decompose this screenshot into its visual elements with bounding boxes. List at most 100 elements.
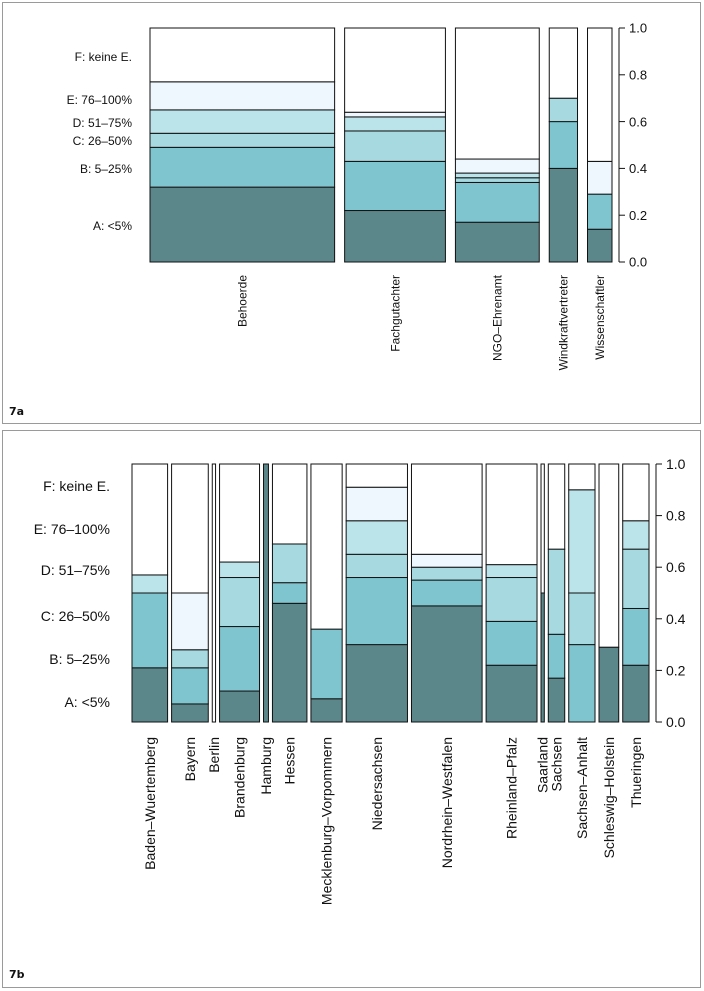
column-behoerde bbox=[149, 27, 336, 263]
y-tick-label: 1.0 bbox=[666, 456, 686, 472]
level-label-c: C: 26–50% bbox=[73, 134, 133, 148]
column-mecklenburg-vorpommern bbox=[310, 463, 343, 723]
segment-thueringen-c bbox=[622, 548, 650, 609]
column-sachsen bbox=[547, 463, 566, 723]
category-label-saarland: Saarland bbox=[535, 737, 551, 793]
segment-niedersachsen-b bbox=[345, 577, 408, 646]
segment-fachgutachter-d bbox=[344, 116, 446, 132]
segment-hessen-c bbox=[271, 543, 308, 584]
category-label-thueringen: Thueringen bbox=[628, 737, 644, 808]
segment-baden-wuertemberg-d bbox=[131, 574, 169, 594]
y-tick-label: 0.6 bbox=[666, 559, 686, 575]
segment-sachsen-c bbox=[547, 548, 566, 635]
category-label-mecklenburg-vorpommern: Mecklenburg–Vorpommern bbox=[319, 737, 335, 905]
category-label-bayern: Bayern bbox=[182, 737, 198, 781]
column-baden-wuertemberg bbox=[131, 463, 169, 723]
segment-sachsen-anhalt-f bbox=[568, 463, 596, 491]
segment-behoerde-e bbox=[149, 81, 336, 111]
figure-label-7a: 7a bbox=[9, 405, 25, 418]
segment-behoerde-b bbox=[149, 146, 336, 188]
column-saarland bbox=[540, 463, 545, 723]
category-label-hessen: Hessen bbox=[282, 737, 298, 784]
segment-baden-wuertemberg-a bbox=[131, 667, 169, 723]
level-label-b: B: 5–25% bbox=[80, 162, 132, 176]
segment-rheinland-pfalz-a bbox=[485, 664, 538, 723]
column-schleswig-holstein bbox=[598, 463, 620, 723]
segment-niedersachsen-f bbox=[345, 463, 408, 488]
segment-nordrhein-westfalen-a bbox=[410, 605, 483, 723]
level-label-f: F: keine E. bbox=[43, 478, 110, 494]
category-label-baden-wuertemberg: Baden–Wuertemberg bbox=[142, 737, 158, 870]
segment-windkraftvertreter-c bbox=[548, 97, 579, 123]
segment-baden-wuertemberg-f bbox=[131, 463, 169, 576]
level-labels: A: <5% B: 5–25% C: 26–50% D: 51–75% E: 76–10… bbox=[34, 478, 110, 710]
segment-baden-wuertemberg-b bbox=[131, 592, 169, 669]
y-tick-label: 0.4 bbox=[666, 611, 686, 627]
segment-hessen-f bbox=[271, 463, 308, 545]
segment-ngo-ehrenamt-b bbox=[454, 181, 540, 223]
segment-thueringen-f bbox=[622, 463, 650, 522]
category-label-wissenschaftler: Wissenschaftler bbox=[593, 275, 607, 360]
segment-rheinland-pfalz-b bbox=[485, 620, 538, 666]
level-label-e: E: 76–100% bbox=[34, 521, 110, 537]
segment-behoerde-a bbox=[149, 186, 336, 263]
segment-behoerde-d bbox=[149, 109, 336, 134]
segment-nordrhein-westfalen-b bbox=[410, 579, 483, 607]
level-label-b: B: 5–25% bbox=[49, 651, 110, 667]
segment-thueringen-b bbox=[622, 607, 650, 666]
category-label-behoerde: Behoerde bbox=[236, 275, 250, 327]
column-thueringen bbox=[622, 463, 650, 723]
column-niedersachsen bbox=[345, 463, 408, 723]
segment-ngo-ehrenamt-e bbox=[454, 158, 540, 174]
segment-bayern-e bbox=[171, 592, 209, 651]
category-label-sachsen-anhalt: Sachsen–Anhalt bbox=[574, 737, 590, 839]
segment-brandenburg-d bbox=[219, 561, 261, 579]
y-axis: 0.0 0.2 0.4 0.6 0.8 1.0 bbox=[618, 21, 647, 270]
category-label-brandenburg: Brandenburg bbox=[232, 737, 248, 818]
chart-panel-7b: Baden–Wuertemberg Bayern Berlin Brandenburg… bbox=[2, 430, 701, 988]
level-label-e: E: 76–100% bbox=[67, 93, 133, 107]
segment-niedersachsen-a bbox=[345, 644, 408, 723]
level-label-d: D: 51–75% bbox=[41, 562, 110, 578]
column-brandenburg bbox=[219, 463, 261, 723]
segment-wissenschaftler-f bbox=[587, 27, 613, 162]
level-label-c: C: 26–50% bbox=[41, 608, 110, 624]
segment-mecklenburg-vorpommern-a bbox=[310, 698, 343, 723]
segment-thueringen-d bbox=[622, 520, 650, 550]
segment-windkraftvertreter-a bbox=[548, 167, 579, 263]
column-sachsen-anhalt bbox=[568, 463, 596, 723]
y-tick-label: 0.4 bbox=[629, 161, 647, 176]
segment-ngo-ehrenamt-c bbox=[454, 177, 540, 183]
level-label-f: F: keine E. bbox=[75, 50, 132, 64]
segment-brandenburg-c bbox=[219, 577, 261, 628]
y-tick-label: 0.8 bbox=[666, 508, 686, 524]
segment-schleswig-holstein-a bbox=[598, 646, 620, 723]
segment-behoerde-f bbox=[149, 27, 336, 83]
y-tick-label: 0.2 bbox=[666, 662, 686, 678]
segment-wissenschaftler-a bbox=[587, 228, 613, 263]
segment-saarland-a bbox=[540, 592, 545, 723]
level-label-a: A: <5% bbox=[93, 219, 132, 233]
column-bayern bbox=[171, 463, 209, 723]
category-label-sachsen: Sachsen bbox=[549, 737, 565, 791]
segment-sachsen-anhalt-b bbox=[568, 644, 596, 723]
segment-brandenburg-f bbox=[219, 463, 261, 563]
segment-sachsen-f bbox=[547, 463, 566, 550]
column-wissenschaftler bbox=[587, 27, 613, 263]
segment-fachgutachter-a bbox=[344, 210, 446, 263]
y-tick-label: 0.0 bbox=[629, 255, 647, 270]
segment-niedersachsen-c bbox=[345, 553, 408, 579]
column-windkraftvertreter bbox=[548, 27, 579, 263]
segment-behoerde-c bbox=[149, 132, 336, 148]
column-ngo-ehrenamt bbox=[454, 27, 540, 263]
segment-thueringen-a bbox=[622, 664, 650, 723]
segment-bayern-a bbox=[171, 703, 209, 723]
segment-ngo-ehrenamt-d bbox=[454, 172, 540, 179]
y-tick-label: 0.2 bbox=[629, 208, 647, 223]
category-label-schleswig-holstein: Schleswig–Holstein bbox=[601, 737, 617, 858]
segment-fachgutachter-f bbox=[344, 27, 446, 113]
column-fachgutachter bbox=[344, 27, 446, 263]
segment-schleswig-holstein-f bbox=[598, 463, 620, 648]
column-hessen bbox=[271, 463, 308, 723]
segment-sachsen-b bbox=[547, 633, 566, 679]
